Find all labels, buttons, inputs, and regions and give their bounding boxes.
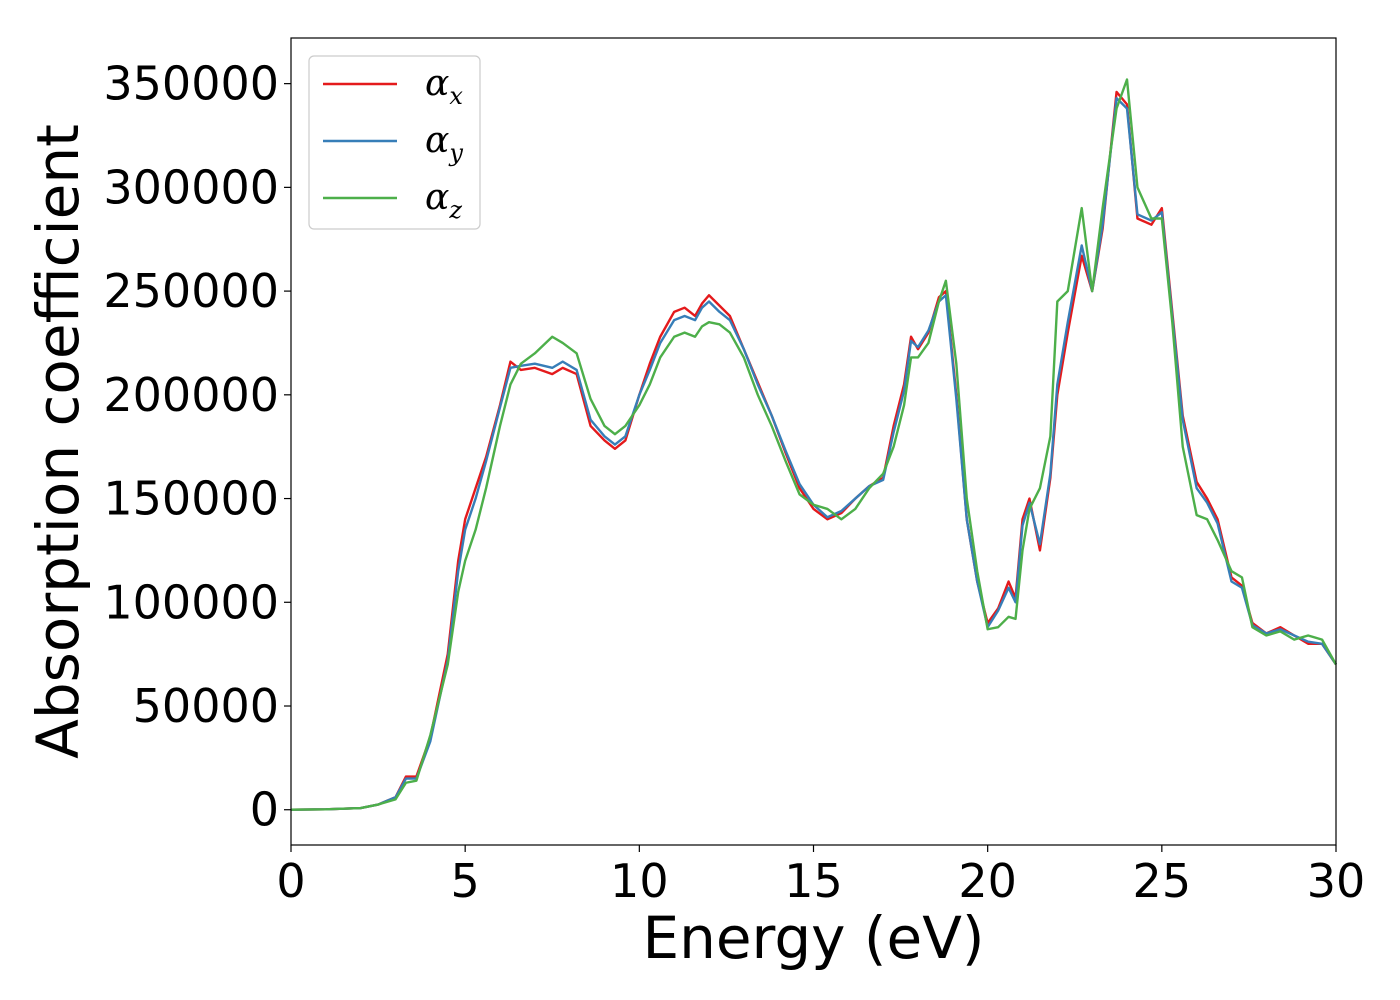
x-tick-label: 25 xyxy=(1133,854,1192,908)
y-tick-label: 100000 xyxy=(103,575,279,629)
x-tick-label: 20 xyxy=(958,854,1017,908)
y-tick-label: 300000 xyxy=(103,160,279,214)
x-axis-ticks: 0 5 10 15 20 25 30 xyxy=(276,845,1365,908)
series-line-alpha-z xyxy=(290,78,1338,811)
legend-symbol: α xyxy=(425,63,449,104)
y-tick-label: 200000 xyxy=(103,368,279,422)
y-tick-label: 250000 xyxy=(103,264,279,318)
legend-symbol: α xyxy=(425,120,449,161)
y-tick-label: 50000 xyxy=(133,679,279,733)
series-line-alpha-y xyxy=(290,96,1337,811)
y-tick-label: 0 xyxy=(250,783,279,837)
legend-subscript: z xyxy=(448,196,462,224)
x-tick-label: 15 xyxy=(784,854,843,908)
legend-label: αz xyxy=(425,177,462,224)
x-tick-label: 0 xyxy=(276,854,305,908)
legend-label: αx xyxy=(425,63,463,110)
legend-box xyxy=(308,55,481,230)
y-tick-label: 350000 xyxy=(103,57,279,111)
legend-label: αy xyxy=(425,120,463,167)
legend-subscript: x xyxy=(449,82,463,110)
legend-subscript: y xyxy=(448,139,463,167)
y-tick-label: 150000 xyxy=(103,472,279,526)
x-axis-label: Energy (eV) xyxy=(642,904,984,972)
x-tick-label: 10 xyxy=(610,854,669,908)
series-layer xyxy=(290,78,1338,811)
x-tick-label: 5 xyxy=(451,854,480,908)
y-axis-label: Absorption coefficient xyxy=(24,124,92,759)
x-tick-label: 30 xyxy=(1307,854,1366,908)
y-axis-ticks: 0 50000 100000 150000 200000 250000 300000 3500… xyxy=(103,57,291,837)
legend-symbol: α xyxy=(425,177,449,218)
